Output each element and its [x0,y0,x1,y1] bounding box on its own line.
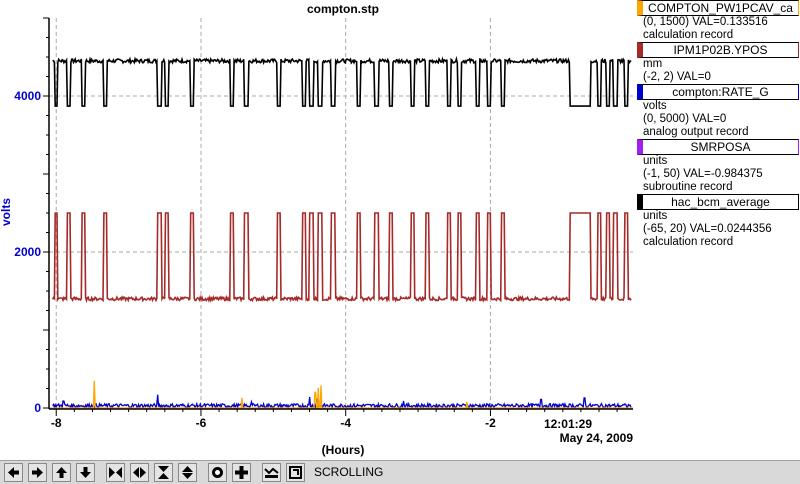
series-group [51,55,632,411]
legend-item-detail: (0, 1500) VAL=0.133516 [643,16,768,28]
expand-horizontal-icon [133,467,146,478]
down-arrow-button[interactable] [76,463,95,482]
legend-item-detail: units [643,155,668,167]
x-tick-label: -8 [51,416,62,430]
up-arrow-button[interactable] [52,463,71,482]
x-tick-label: -2 [485,416,496,430]
legend-item[interactable]: COMPTON_PW1PCAV_ca (0, 1500) VAL=0.133516… [637,0,800,42]
legend-item-detail: (0, 5000) VAL=0 [643,113,727,125]
x-axis-label: (Hours) [322,443,365,457]
legend-item-detail: (-2, 2) VAL=0 [643,71,711,83]
timestamp-date: May 24, 2009 [560,431,634,445]
legend: COMPTON_PW1PCAV_ca (0, 1500) VAL=0.133516… [637,0,800,249]
series-line-3 [52,394,632,411]
crop-icon [289,466,302,479]
y-axis-label: volts [0,198,13,226]
plus-icon [235,466,248,479]
legend-item-name[interactable]: hac_bcm_average [637,194,799,210]
right-arrow-button[interactable] [28,463,47,482]
legend-item-detail: mm [643,58,663,70]
x-tick-label: -6 [196,416,207,430]
compress-horizontal-button[interactable] [106,463,125,482]
legend-item-name[interactable]: IPM1P02B.YPOS [637,42,799,58]
compress-vertical-icon [158,466,169,479]
circle-button[interactable] [208,463,227,482]
series-line-4 [52,380,631,409]
legend-item[interactable]: hac_bcm_average units (-65, 20) VAL=0.0244… [637,194,800,249]
legend-item[interactable]: IPM1P02B.YPOS mm (-2, 2) VAL=0 [637,42,800,84]
series-line-2 [51,212,632,304]
legend-item-detail: analog output record [643,126,749,138]
series-line-1 [52,55,632,107]
legend-item[interactable]: SMRPOSA units (-1, 50) VAL=-0.984375 subrou… [637,139,800,194]
up-arrow-icon [56,467,67,478]
expand-horizontal-button[interactable] [130,463,149,482]
legend-item-detail: (-65, 20) VAL=0.0244356 [643,223,772,235]
expand-vertical-icon [182,466,193,479]
down-arrow-icon [80,467,91,478]
expand-vertical-button[interactable] [178,463,197,482]
y-tick-label: 2000 [14,245,41,259]
chart-title: compton.stp [307,2,379,16]
timestamp-time: 12:01:29 [544,417,592,431]
left-arrow-icon [8,467,19,478]
trend-icon [264,467,279,478]
legend-item-name[interactable]: compton:RATE_G [637,84,799,100]
plus-button[interactable] [232,463,251,482]
legend-item-detail: volts [643,100,667,112]
left-arrow-button[interactable] [4,463,23,482]
toolbar: SCROLLING [0,460,800,484]
compress-vertical-button[interactable] [154,463,173,482]
legend-item-detail: calculation record [643,236,734,248]
status-text: SCROLLING [314,465,384,479]
strip-chart: compton.stp 0 2000 4000 -8 -6 -4 -2 volts (Hou… [0,2,634,457]
legend-item-detail: units [643,210,668,222]
legend-item[interactable]: compton:RATE_G volts (0, 5000) VAL=0 analog… [637,84,800,139]
legend-item-detail: calculation record [643,29,734,41]
axes: 0 2000 4000 -8 -6 -4 -2 [14,17,633,430]
y-tick-label: 0 [34,401,41,415]
legend-item-detail: subroutine record [643,181,733,193]
trend-button[interactable] [262,463,281,482]
x-tick-label: -4 [340,416,351,430]
y-tick-label: 4000 [14,89,41,103]
legend-item-name[interactable]: SMRPOSA [637,139,799,155]
legend-item-detail: (-1, 50) VAL=-0.984375 [643,168,763,180]
legend-item-name[interactable]: COMPTON_PW1PCAV_ca [637,0,799,16]
circle-icon [212,467,223,478]
right-arrow-icon [32,467,43,478]
crop-button[interactable] [286,463,305,482]
grid [49,18,633,409]
compress-horizontal-icon [109,467,122,478]
